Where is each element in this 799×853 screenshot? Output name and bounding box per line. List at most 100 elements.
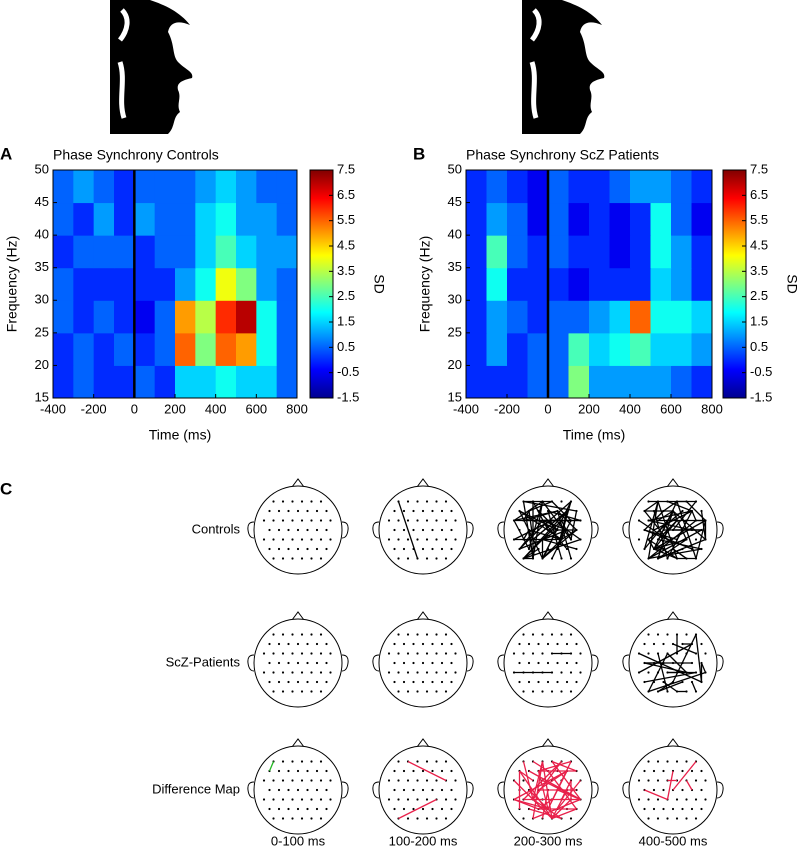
electrode (287, 769, 290, 773)
electrode (319, 652, 323, 655)
electrode (397, 633, 400, 636)
colorbar-tick-label: 4.5 (337, 237, 355, 252)
heat-cell (154, 170, 176, 204)
electrode (700, 769, 703, 773)
electrode (666, 817, 669, 820)
electrode (277, 680, 281, 684)
ear (247, 521, 349, 539)
heat-cell (175, 267, 196, 301)
heat-cell (256, 300, 278, 334)
electrode (435, 690, 438, 693)
electrode (652, 807, 656, 811)
electrode (281, 538, 285, 541)
electrode (637, 798, 641, 801)
electrode (306, 528, 309, 532)
connection (643, 501, 659, 550)
colorbar-tick-label: 5.5 (337, 212, 355, 227)
electrode (296, 509, 300, 513)
electrode (579, 671, 582, 674)
electrode (444, 500, 448, 503)
connection (638, 519, 668, 541)
electrode (406, 671, 410, 674)
heat-cell (154, 267, 176, 301)
electrode (565, 661, 569, 665)
y-tick-label: 35 (35, 259, 49, 274)
electrode (291, 557, 294, 560)
connection (523, 761, 562, 800)
heat-cell (466, 300, 487, 334)
connection (557, 789, 581, 801)
column-label: 400-500 ms (639, 833, 708, 848)
colorbar-tick-label: -1.5 (337, 389, 359, 404)
connection (648, 519, 697, 560)
electrode (393, 680, 396, 684)
connection (538, 501, 572, 531)
heat-cell (276, 170, 298, 204)
silhouette (522, 0, 605, 134)
electrode (421, 680, 425, 684)
heat-cell (53, 170, 74, 204)
electrode (406, 557, 410, 560)
electrode (397, 779, 400, 782)
nose (666, 478, 680, 488)
electrode (425, 671, 429, 674)
heat-cell (276, 365, 298, 399)
x-tick-label: 400 (205, 401, 227, 416)
electrode (272, 671, 275, 674)
x-tick-label: 0 (544, 401, 551, 416)
electrode (300, 652, 304, 655)
heat-cell (568, 267, 590, 301)
electrode (315, 807, 319, 811)
heat-cell (93, 300, 115, 334)
electrode (450, 807, 453, 811)
electrode (281, 779, 285, 782)
electrode (310, 798, 313, 801)
electrode (454, 652, 457, 655)
x-tick-label: 800 (701, 401, 723, 416)
electrode (319, 671, 323, 674)
electrode (647, 760, 650, 763)
connection (700, 662, 707, 673)
heat-cell (114, 170, 135, 204)
head-map (247, 478, 349, 575)
y-tick-label: 25 (448, 324, 462, 339)
electrode (416, 671, 419, 674)
heat-cell (589, 300, 610, 334)
heat-cell (486, 332, 508, 366)
heat-cell (609, 267, 631, 301)
electrode (647, 817, 650, 820)
electrode (450, 642, 453, 646)
colorbar-tick-label: 6.5 (750, 187, 768, 202)
electrode (281, 557, 285, 560)
electrode (556, 642, 559, 646)
ear (622, 654, 724, 672)
electrode (435, 557, 438, 560)
electrode (647, 671, 650, 674)
electrode (315, 788, 319, 792)
heat-cell (609, 170, 631, 204)
heat-cell (527, 365, 549, 399)
connection (648, 519, 693, 531)
heat-cell (195, 332, 217, 366)
heat-cell (527, 267, 549, 301)
connection (638, 652, 702, 683)
electrode (421, 807, 425, 811)
electrode (531, 633, 535, 636)
electrode (421, 547, 425, 551)
electrode (287, 642, 290, 646)
electrode (329, 779, 332, 782)
electrode (406, 798, 410, 801)
heat-cell (276, 202, 298, 236)
ear (497, 781, 599, 799)
electrode (277, 807, 281, 811)
electrode (291, 500, 294, 503)
electrode (421, 642, 425, 646)
electrode (287, 547, 290, 551)
electrode (412, 528, 415, 532)
connection (561, 529, 577, 541)
connection (528, 510, 534, 540)
heat-cell (486, 202, 508, 236)
electrode (425, 798, 429, 801)
electrode (704, 798, 707, 801)
heat-cell (630, 267, 651, 301)
